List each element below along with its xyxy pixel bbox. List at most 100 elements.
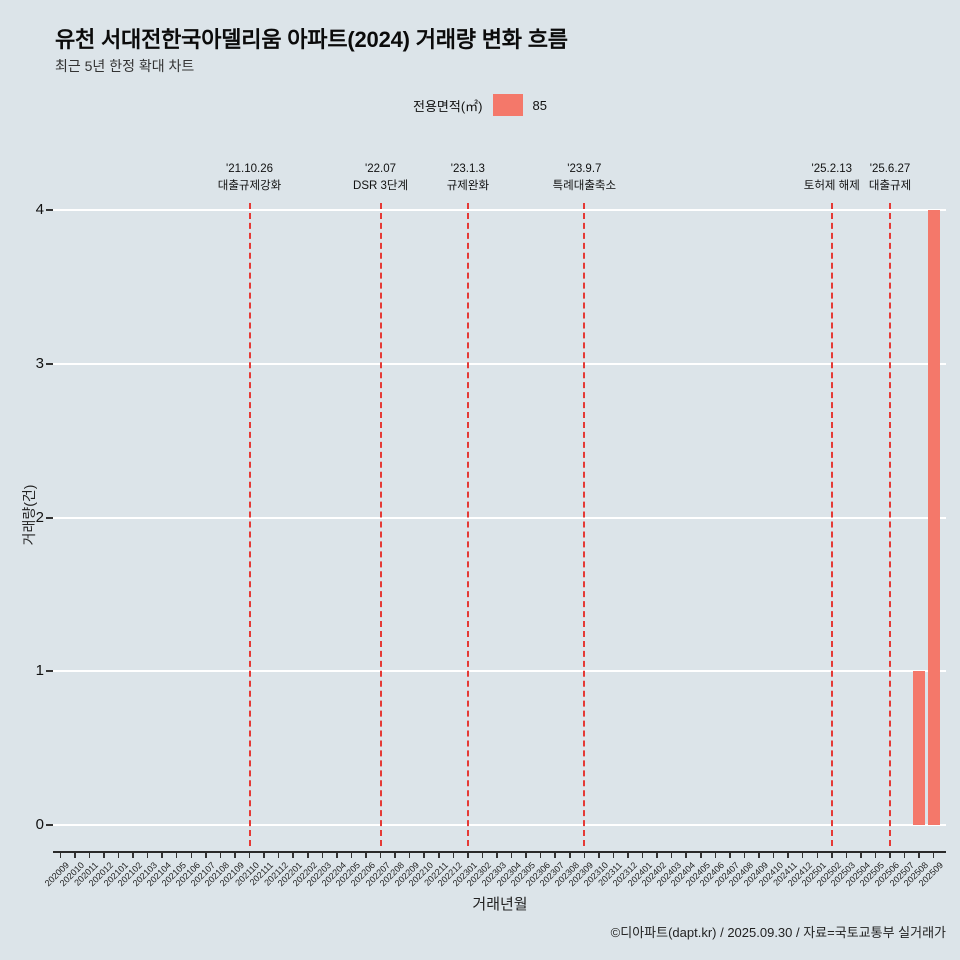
x-axis-line bbox=[53, 851, 946, 853]
x-tick-mark bbox=[423, 853, 425, 858]
event-label: 대출규제 bbox=[868, 180, 912, 193]
x-tick-mark bbox=[758, 853, 760, 858]
source-credit: ©디아파트(dapt.kr) / 2025.09.30 / 자료=국토교통부 실… bbox=[610, 925, 946, 940]
x-tick-mark bbox=[277, 853, 280, 858]
x-tick-mark bbox=[816, 853, 818, 858]
x-tick-mark bbox=[496, 853, 498, 858]
event-date: '21.10.26 bbox=[226, 163, 273, 175]
event-date: '23.1.3 bbox=[450, 163, 485, 175]
x-tick-mark bbox=[74, 853, 76, 858]
x-tick-mark bbox=[569, 853, 571, 858]
x-tick-mark bbox=[59, 853, 62, 858]
x-tick-mark bbox=[787, 853, 789, 858]
y-tick-mark bbox=[46, 670, 53, 673]
bar bbox=[913, 671, 926, 825]
y-tick-label: 4 bbox=[35, 201, 44, 218]
gridline bbox=[53, 209, 946, 211]
event-date: '22.07 bbox=[365, 163, 397, 175]
x-tick-mark bbox=[146, 853, 149, 858]
legend: 전용면적(㎡) 85 bbox=[0, 94, 960, 116]
x-tick-mark bbox=[641, 853, 644, 858]
event-annotation: '25.6.27 대출규제 bbox=[815, 161, 960, 196]
gridline bbox=[53, 516, 946, 519]
event-line bbox=[583, 203, 586, 846]
event-date: '23.9.7 bbox=[567, 163, 602, 175]
x-tick-mark bbox=[903, 853, 906, 858]
x-tick-mark bbox=[263, 853, 265, 858]
event-annotation: '21.10.26 대출규제강화 bbox=[175, 161, 325, 196]
page-title: 유천 서대전한국아델리움 아파트(2024) 거래량 변화 흐름 bbox=[55, 27, 568, 52]
event-line bbox=[379, 203, 382, 846]
x-tick-mark bbox=[583, 853, 586, 858]
x-tick-mark bbox=[743, 853, 746, 858]
x-tick-mark bbox=[379, 853, 382, 858]
x-tick-mark bbox=[860, 853, 862, 858]
y-tick-label: 3 bbox=[35, 354, 44, 372]
page-subtitle: 최근 5년 한정 확대 차트 bbox=[55, 58, 195, 74]
x-tick-mark bbox=[627, 853, 629, 858]
x-tick-mark bbox=[219, 853, 222, 858]
legend-value: 85 bbox=[532, 97, 547, 113]
x-tick-mark bbox=[307, 853, 309, 858]
y-tick-label: 2 bbox=[35, 508, 44, 526]
bar bbox=[927, 210, 940, 825]
x-tick-mark bbox=[700, 853, 702, 858]
x-tick-mark bbox=[670, 853, 673, 858]
event-line bbox=[248, 203, 251, 846]
gridline bbox=[53, 362, 946, 365]
x-tick-mark bbox=[481, 853, 484, 858]
x-tick-mark bbox=[801, 853, 804, 858]
event-label: 특례대출축소 bbox=[552, 180, 617, 193]
x-tick-mark bbox=[234, 853, 236, 858]
x-tick-mark bbox=[525, 853, 527, 858]
x-tick-mark bbox=[918, 853, 920, 858]
y-tick-mark bbox=[46, 516, 53, 519]
y-tick-label: 1 bbox=[35, 662, 44, 680]
x-tick-mark bbox=[408, 853, 411, 858]
x-tick-mark bbox=[554, 853, 556, 858]
y-tick-mark bbox=[46, 824, 53, 826]
event-date: '25.2.13 bbox=[811, 163, 853, 175]
x-tick-mark bbox=[831, 853, 833, 858]
x-tick-mark bbox=[598, 853, 600, 858]
x-tick-mark bbox=[932, 853, 935, 858]
event-date: '25.6.27 bbox=[869, 163, 911, 175]
x-tick-mark bbox=[365, 853, 367, 858]
x-tick-mark bbox=[205, 853, 207, 858]
legend-color-swatch bbox=[492, 94, 523, 116]
x-tick-mark bbox=[714, 853, 717, 858]
x-tick-mark bbox=[88, 853, 91, 858]
x-tick-mark bbox=[656, 853, 658, 858]
x-tick-mark bbox=[874, 853, 877, 858]
x-axis-label: 거래년월 bbox=[472, 896, 528, 913]
x-tick-mark bbox=[175, 853, 178, 858]
x-tick-mark bbox=[539, 853, 542, 858]
event-label: 규제완화 bbox=[446, 180, 490, 193]
event-label: 대출규제강화 bbox=[217, 180, 282, 193]
event-label: DSR 3단계 bbox=[353, 180, 409, 193]
x-tick-mark bbox=[438, 853, 440, 858]
x-tick-mark bbox=[132, 853, 134, 858]
x-tick-mark bbox=[321, 853, 324, 858]
legend-label: 전용면적(㎡) bbox=[413, 98, 483, 114]
event-line bbox=[830, 203, 833, 846]
event-annotation: '25.2.13 토허제 해제 bbox=[757, 161, 907, 196]
x-tick-mark bbox=[161, 853, 163, 858]
event-annotation: '23.1.3 규제완화 bbox=[393, 161, 543, 196]
x-tick-mark bbox=[103, 853, 105, 858]
x-tick-mark bbox=[889, 853, 891, 858]
x-tick-mark bbox=[292, 853, 294, 858]
x-tick-mark bbox=[394, 853, 396, 858]
gridline bbox=[53, 670, 946, 673]
y-tick-mark bbox=[46, 362, 53, 365]
x-tick-mark bbox=[510, 853, 513, 858]
x-tick-mark bbox=[248, 853, 251, 858]
x-tick-mark bbox=[845, 853, 848, 858]
gridline bbox=[53, 824, 946, 826]
event-line bbox=[889, 203, 892, 846]
x-tick-mark bbox=[336, 853, 338, 858]
event-label: 토허제 해제 bbox=[803, 180, 860, 193]
y-tick-mark bbox=[46, 209, 53, 211]
